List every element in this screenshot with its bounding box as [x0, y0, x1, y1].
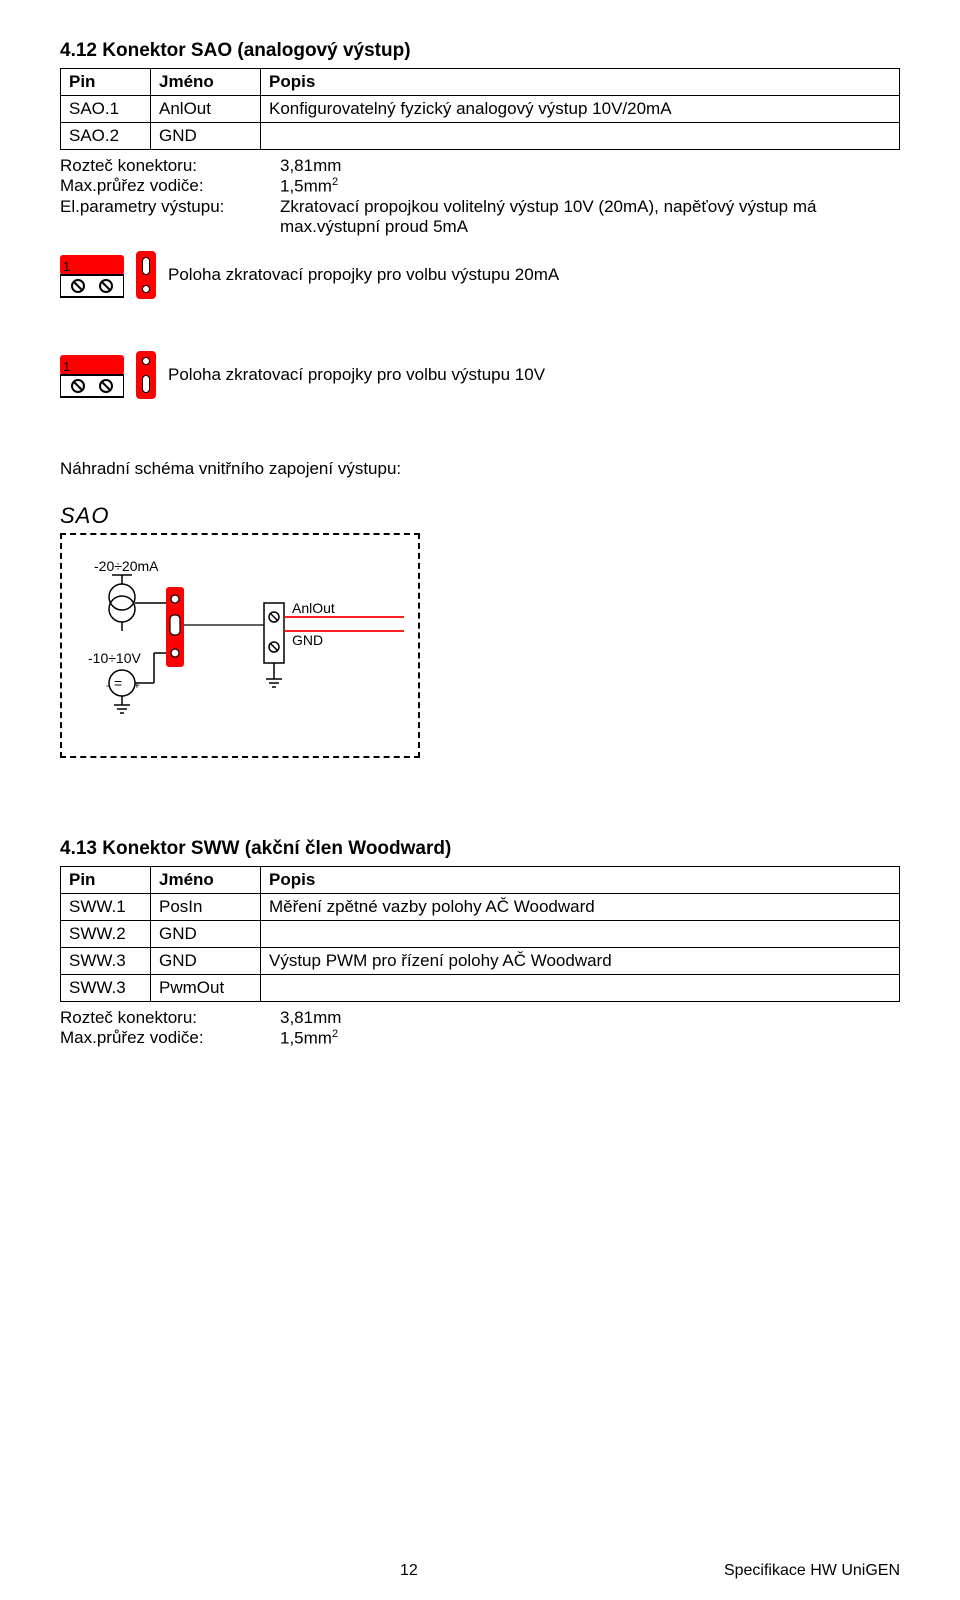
jumper-icon	[136, 251, 156, 299]
cell: SWW.1	[61, 893, 151, 920]
cell: SAO.2	[61, 123, 151, 150]
cell: GND	[151, 123, 261, 150]
src-top-label: -20÷20mA	[94, 558, 159, 574]
cell	[261, 974, 900, 1001]
page-footer: 12 Specifikace HW UniGEN	[60, 1562, 900, 1580]
svg-text:1: 1	[63, 259, 70, 274]
sao-table: Pin Jméno Popis SAO.1 AnlOut Konfigurova…	[60, 68, 900, 150]
svg-text:-: -	[106, 681, 109, 692]
out-label-1: AnlOut	[292, 600, 335, 616]
param-label: Rozteč konektoru:	[60, 1008, 280, 1028]
th-desc: Popis	[261, 866, 900, 893]
schematic-diagram: -20÷20mA -10÷10V = - +	[60, 533, 420, 758]
th-desc: Popis	[261, 69, 900, 96]
cell	[261, 920, 900, 947]
jumper-caption: Poloha zkratovací propojky pro volbu výs…	[168, 265, 900, 285]
schematic-heading: Náhradní schéma vnitřního zapojení výstu…	[60, 459, 900, 479]
cell: AnlOut	[151, 96, 261, 123]
param-value: 1,5mm2	[280, 176, 338, 197]
th-name: Jméno	[151, 866, 261, 893]
param-value: Zkratovací propojkou volitelný výstup 10…	[280, 197, 900, 237]
cell: GND	[151, 947, 261, 974]
out-label-2: GND	[292, 632, 323, 648]
param-value: 3,81mm	[280, 156, 341, 176]
th-pin: Pin	[61, 69, 151, 96]
cell: SAO.1	[61, 96, 151, 123]
param-value: 3,81mm	[280, 1008, 341, 1028]
jumper-icon	[136, 351, 156, 399]
schematic-label: SAO	[60, 503, 900, 529]
cell: SWW.3	[61, 947, 151, 974]
connector-icon: 1	[60, 255, 124, 295]
cell: Konfigurovatelný fyzický analogový výstu…	[261, 96, 900, 123]
sww-params: Rozteč konektoru: 3,81mm Max.průřez vodi…	[60, 1008, 900, 1049]
cell: Výstup PWM pro řízení polohy AČ Woodward	[261, 947, 900, 974]
doc-title: Specifikace HW UniGEN	[724, 1562, 900, 1580]
jumper-caption: Poloha zkratovací propojky pro volbu výs…	[168, 365, 900, 385]
connector-icon: 1	[60, 355, 124, 395]
param-label: Max.průřez vodiče:	[60, 1028, 280, 1049]
cell: SWW.3	[61, 974, 151, 1001]
param-label: Rozteč konektoru:	[60, 156, 280, 176]
th-pin: Pin	[61, 866, 151, 893]
th-name: Jméno	[151, 69, 261, 96]
cell: PosIn	[151, 893, 261, 920]
sww-table: Pin Jméno Popis SWW.1 PosIn Měření zpětn…	[60, 866, 900, 1002]
jumper-row-10v: 1 Poloha zkratovací propojky pro volbu v…	[60, 351, 900, 399]
section-413-title: 4.13 Konektor SWW (akční člen Woodward)	[60, 838, 900, 860]
svg-text:=: =	[114, 675, 122, 691]
cell: PwmOut	[151, 974, 261, 1001]
cell	[261, 123, 900, 150]
cell: GND	[151, 920, 261, 947]
param-label: El.parametry výstupu:	[60, 197, 280, 237]
section-412-title: 4.12 Konektor SAO (analogový výstup)	[60, 40, 900, 62]
param-value: 1,5mm2	[280, 1028, 338, 1049]
param-label: Max.průřez vodiče:	[60, 176, 280, 197]
svg-text:1: 1	[63, 359, 70, 374]
jumper-row-20ma: 1 Poloha zkratovací propojky pro volbu v…	[60, 251, 900, 299]
src-bot-label: -10÷10V	[88, 650, 141, 666]
page-number: 12	[400, 1562, 418, 1580]
cell: SWW.2	[61, 920, 151, 947]
cell: Měření zpětné vazby polohy AČ Woodward	[261, 893, 900, 920]
sao-params: Rozteč konektoru: 3,81mm Max.průřez vodi…	[60, 156, 900, 237]
